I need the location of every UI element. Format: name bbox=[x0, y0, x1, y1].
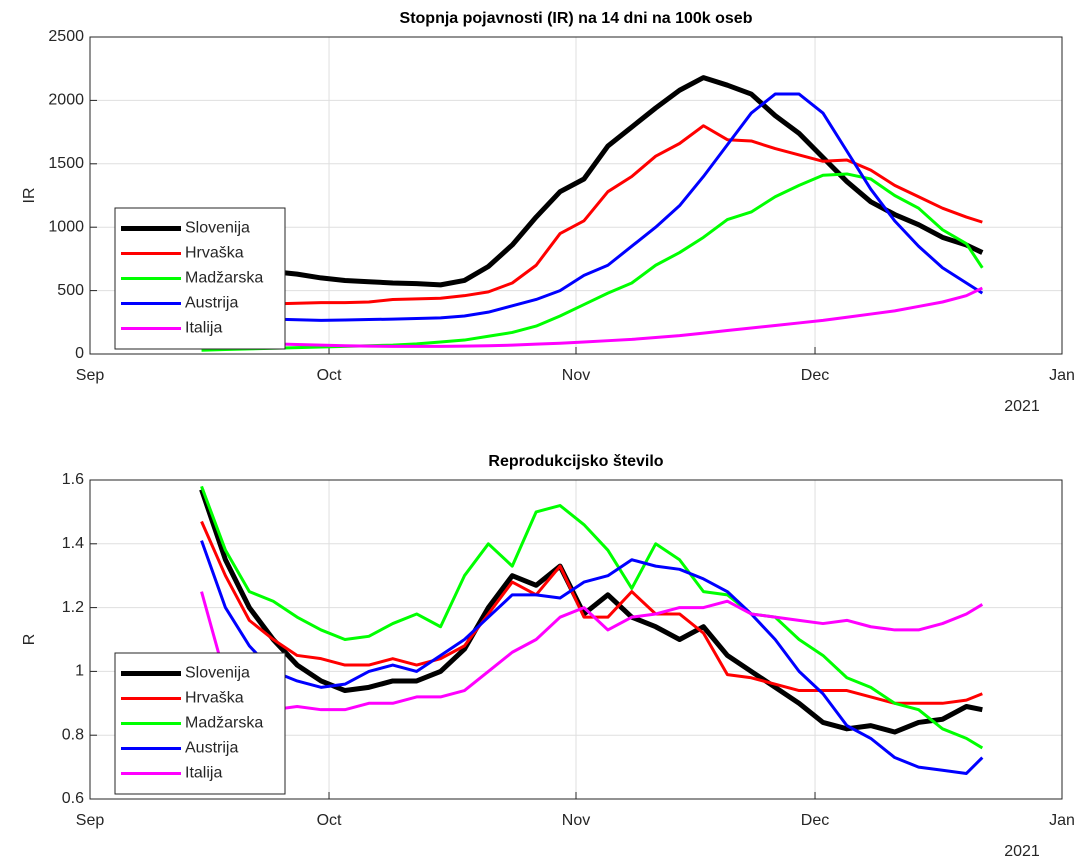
x-tick-label: Dec bbox=[801, 812, 829, 829]
series-line bbox=[200, 485, 984, 750]
y-tick-label: 1000 bbox=[48, 218, 84, 235]
x-tick-label: Sep bbox=[76, 367, 105, 384]
x-tick-label: Dec bbox=[801, 367, 829, 384]
legend-label: Slovenija bbox=[185, 665, 250, 682]
legend-label: Austrija bbox=[185, 740, 238, 757]
y-tick-label: 1.2 bbox=[62, 599, 84, 616]
series-line bbox=[201, 286, 983, 348]
chart-title: Reprodukcijsko število bbox=[488, 453, 663, 470]
chart-title: Stopnja pojavnosti (IR) na 14 dni na 100… bbox=[400, 10, 753, 27]
legend-label: Italija bbox=[185, 320, 222, 337]
y-tick-label: 1 bbox=[75, 663, 84, 680]
x-tick-label: Nov bbox=[562, 812, 590, 829]
x-tick-label: Oct bbox=[317, 367, 342, 384]
x-annotation: 2021 bbox=[1004, 398, 1040, 415]
series-line bbox=[201, 124, 983, 307]
series-line bbox=[201, 75, 984, 288]
legend: Slovenija Hrvaška Madžarska Austrija Italija bbox=[114, 207, 286, 350]
legend-label: Madžarska bbox=[185, 715, 263, 732]
x-tick-label: Oct bbox=[317, 812, 342, 829]
y-tick-label: 1500 bbox=[48, 155, 84, 172]
series-line bbox=[200, 540, 984, 775]
axes-box bbox=[89, 479, 1063, 800]
x-tick-label: Nov bbox=[562, 367, 590, 384]
legend-label: Austrija bbox=[185, 295, 238, 312]
y-tick-label: 500 bbox=[57, 282, 84, 299]
legend-label: Madžarska bbox=[185, 270, 263, 287]
y-tick-label: 2000 bbox=[48, 92, 84, 109]
series-line bbox=[201, 92, 984, 322]
y-tick-label: 0 bbox=[75, 345, 84, 362]
legend-label: Hrvaška bbox=[185, 245, 244, 262]
x-annotation: 2021 bbox=[1004, 843, 1040, 860]
y-axis-label: IR bbox=[21, 188, 38, 204]
y-axis-label: R bbox=[21, 634, 38, 646]
x-tick-label: Jan bbox=[1049, 367, 1075, 384]
y-tick-label: 2500 bbox=[48, 28, 84, 45]
x-tick-label: Jan bbox=[1049, 812, 1075, 829]
legend-label: Italija bbox=[185, 765, 222, 782]
y-tick-label: 0.8 bbox=[62, 726, 84, 743]
legend: Slovenija Hrvaška Madžarska Austrija Italija bbox=[114, 652, 286, 795]
axes-box bbox=[89, 36, 1063, 355]
x-tick-label: Sep bbox=[76, 812, 105, 829]
legend-label: Slovenija bbox=[185, 220, 250, 237]
legend-label: Hrvaška bbox=[185, 690, 244, 707]
y-tick-label: 1.6 bbox=[62, 471, 84, 488]
y-tick-label: 0.6 bbox=[62, 790, 84, 807]
y-tick-label: 1.4 bbox=[62, 535, 84, 552]
series-line bbox=[200, 591, 984, 712]
